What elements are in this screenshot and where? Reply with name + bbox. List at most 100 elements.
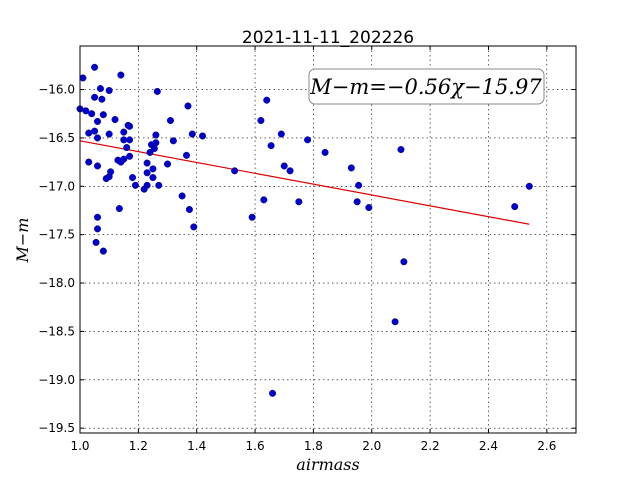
- data-point: [126, 136, 134, 144]
- data-point: [117, 71, 125, 79]
- x-tick-label: 1.6: [246, 439, 265, 453]
- data-point: [391, 318, 399, 326]
- data-point: [120, 155, 128, 163]
- data-point: [166, 116, 174, 124]
- data-point: [286, 167, 294, 175]
- data-point: [150, 145, 158, 153]
- data-point: [257, 116, 265, 124]
- x-tick-label: 2.2: [421, 439, 440, 453]
- data-point: [107, 168, 115, 176]
- data-point: [263, 96, 271, 104]
- data-points: [76, 63, 533, 397]
- chart-title: 2021-11-11_202226: [242, 28, 414, 48]
- fit-equation-box: M−m=−0.56χ−15.97: [308, 68, 545, 105]
- data-point: [91, 127, 99, 135]
- x-tick-label: 2.0: [362, 439, 381, 453]
- y-tick-label: −17.5: [38, 228, 75, 242]
- data-point: [94, 213, 102, 221]
- data-point: [149, 165, 157, 173]
- x-tick-label: 1.4: [187, 439, 206, 453]
- data-point: [126, 122, 134, 130]
- plot-frame: [79, 45, 577, 434]
- data-point: [277, 130, 285, 138]
- data-point: [123, 144, 131, 152]
- data-point: [152, 131, 160, 139]
- data-point: [152, 139, 160, 147]
- data-point: [94, 225, 102, 233]
- data-point: [164, 160, 172, 168]
- y-tick-label: −19.0: [38, 373, 75, 387]
- fit-line: [79, 140, 530, 225]
- data-point: [155, 181, 163, 189]
- x-tick-label: 1.0: [70, 439, 89, 453]
- data-point: [94, 117, 102, 125]
- data-point: [365, 204, 373, 212]
- x-tick-label: 1.8: [304, 439, 323, 453]
- fit-line-group: [79, 140, 530, 225]
- annotation-frame: [308, 68, 545, 105]
- data-point: [185, 206, 193, 214]
- data-point: [153, 87, 161, 95]
- data-point: [184, 102, 192, 110]
- data-point: [355, 181, 363, 189]
- data-point: [269, 389, 277, 397]
- fit-equation: M−m=−0.56χ−15.97: [309, 75, 542, 99]
- data-point: [115, 205, 123, 213]
- grid-lines: [80, 46, 576, 433]
- data-point: [149, 174, 157, 182]
- y-tick-label: −19.5: [38, 421, 75, 435]
- y-axis-label: M−m: [13, 218, 32, 264]
- y-tick-label: −16.5: [38, 131, 75, 145]
- axis-ticks: 1.0 1.2 1.4 1.6 1.8 2.0 2.2 2.4 2.6 −16.0 −16.5 −17…: [38, 46, 576, 453]
- x-tick-label: 1.2: [129, 439, 148, 453]
- data-point: [525, 182, 533, 190]
- y-tick-label: −18.0: [38, 276, 75, 290]
- data-point: [190, 223, 198, 231]
- data-point: [94, 134, 102, 142]
- data-point: [231, 167, 239, 175]
- y-tick-label: −17.0: [38, 179, 75, 193]
- data-point: [92, 238, 100, 246]
- data-point: [131, 181, 139, 189]
- data-point: [143, 159, 151, 167]
- data-point: [143, 169, 151, 177]
- data-point: [295, 198, 303, 206]
- data-point: [111, 116, 119, 124]
- data-point: [304, 136, 312, 144]
- data-point: [88, 110, 96, 118]
- data-point: [79, 74, 87, 82]
- plot-area: [80, 46, 576, 433]
- y-tick-label: −18.5: [38, 324, 75, 338]
- data-point: [248, 213, 256, 221]
- data-point: [105, 130, 113, 138]
- data-point: [96, 85, 104, 93]
- data-point: [94, 162, 102, 170]
- data-point: [397, 146, 405, 154]
- data-point: [129, 174, 137, 182]
- data-point: [199, 132, 207, 140]
- data-point: [188, 130, 196, 138]
- data-point: [280, 162, 288, 170]
- data-point: [143, 181, 151, 189]
- data-point: [126, 152, 134, 160]
- data-point: [146, 148, 154, 156]
- data-point: [260, 196, 268, 204]
- data-point: [82, 107, 90, 115]
- data-point: [511, 203, 519, 211]
- data-point: [400, 258, 408, 266]
- data-point: [99, 111, 107, 119]
- data-point: [91, 63, 99, 71]
- data-point: [353, 198, 361, 206]
- data-point: [347, 164, 355, 172]
- data-point: [98, 95, 106, 103]
- x-axis-label: airmass: [296, 455, 359, 474]
- data-point: [267, 142, 275, 150]
- data-point: [105, 87, 113, 95]
- data-point: [120, 136, 128, 144]
- data-point: [169, 137, 177, 145]
- data-point: [321, 148, 329, 156]
- data-point: [178, 192, 186, 200]
- data-point: [99, 247, 107, 255]
- data-point: [85, 158, 93, 166]
